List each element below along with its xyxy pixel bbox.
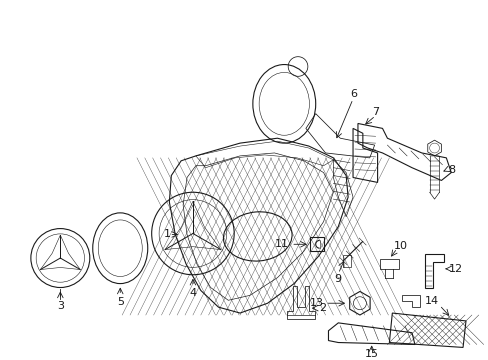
- Text: 6: 6: [349, 89, 356, 99]
- Text: 2: 2: [318, 303, 325, 313]
- Bar: [379, 259, 398, 269]
- Text: 13: 13: [309, 298, 323, 308]
- Text: 11: 11: [275, 239, 288, 249]
- Text: 12: 12: [448, 264, 463, 274]
- Text: 5: 5: [117, 297, 123, 307]
- Text: 1: 1: [164, 229, 171, 239]
- Text: 7: 7: [371, 107, 378, 117]
- Text: 15: 15: [364, 349, 378, 359]
- Text: 4: 4: [189, 288, 196, 298]
- Text: 10: 10: [393, 241, 407, 251]
- Text: 14: 14: [424, 296, 438, 306]
- Text: 9: 9: [334, 274, 341, 284]
- Text: 8: 8: [447, 165, 454, 175]
- Text: 3: 3: [57, 301, 64, 311]
